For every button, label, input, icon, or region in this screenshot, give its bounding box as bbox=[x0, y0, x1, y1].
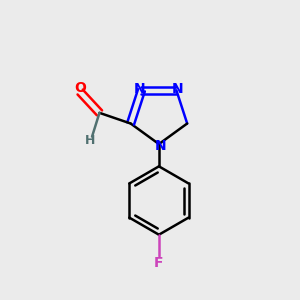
Text: O: O bbox=[74, 81, 86, 94]
Text: N: N bbox=[172, 82, 184, 96]
Text: N: N bbox=[134, 82, 146, 96]
Text: N: N bbox=[154, 139, 166, 152]
Text: H: H bbox=[85, 134, 96, 147]
Text: F: F bbox=[154, 256, 164, 270]
